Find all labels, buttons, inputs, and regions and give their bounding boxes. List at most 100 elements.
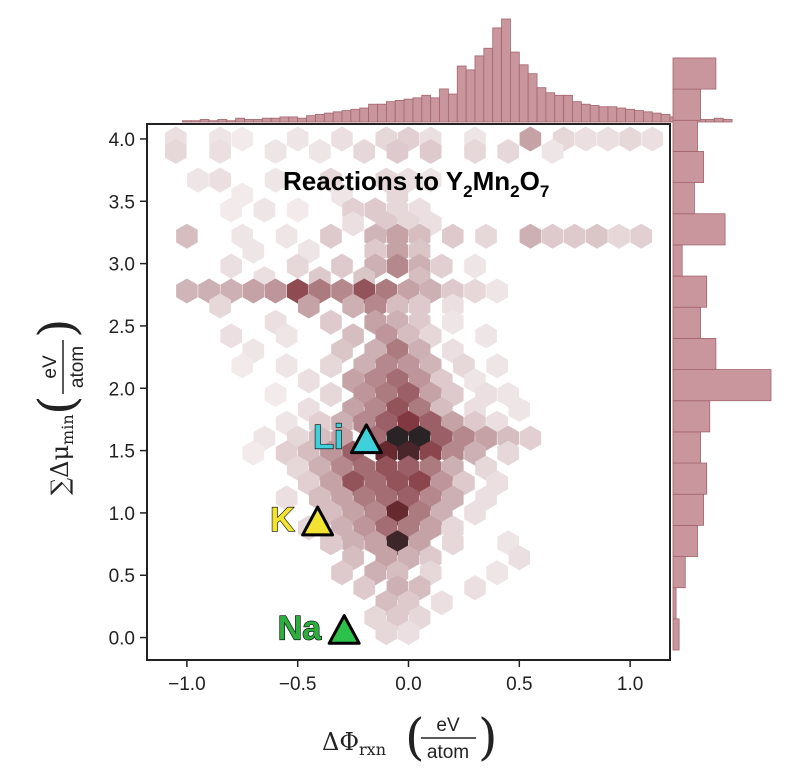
top-hist-bar bbox=[421, 94, 432, 123]
hexbin-cell bbox=[209, 138, 231, 164]
y-tick-label: 4.0 bbox=[109, 130, 135, 151]
hexbin-cell bbox=[486, 278, 508, 304]
hexbin-cell bbox=[320, 223, 342, 249]
hexbin-cell bbox=[464, 575, 486, 601]
hexbin-cell bbox=[176, 223, 198, 249]
hexbin-cell bbox=[220, 197, 242, 223]
top-hist-bar bbox=[713, 117, 724, 123]
hexbin-cell bbox=[320, 309, 342, 335]
hexbin-cell bbox=[242, 238, 265, 264]
hexbin-cell bbox=[508, 545, 531, 571]
hexbin-cell bbox=[641, 126, 664, 152]
hexbin-cell bbox=[541, 138, 564, 164]
right-hist-bar bbox=[672, 275, 708, 308]
hexbin-cell bbox=[275, 353, 298, 379]
hexbin-cell bbox=[231, 126, 254, 152]
top-hist-bar bbox=[625, 108, 635, 123]
top-hist-bar bbox=[589, 105, 600, 123]
top-hist-bar bbox=[323, 112, 334, 123]
y-tick-label: 1.5 bbox=[109, 442, 135, 463]
hexbin-cell bbox=[630, 223, 652, 249]
hexbin-cell bbox=[331, 253, 353, 279]
hexbin-cell bbox=[275, 223, 298, 249]
hexbin-cell bbox=[464, 138, 486, 164]
top-hist-bar bbox=[492, 27, 502, 123]
x-tick-label: 0.0 bbox=[395, 674, 421, 695]
top-hist-bar bbox=[394, 99, 405, 123]
hexbin-cell bbox=[497, 138, 519, 164]
svg-text:atom: atom bbox=[67, 346, 88, 388]
hexbin-cell bbox=[619, 126, 641, 152]
hexbin-cell bbox=[176, 278, 198, 304]
hexbin-cell bbox=[331, 560, 353, 586]
top-hist-bar bbox=[199, 119, 210, 123]
top-hist-bar bbox=[261, 117, 272, 123]
hexbin-cell bbox=[464, 278, 486, 304]
top-hist-bar bbox=[651, 112, 662, 123]
top-hist-bar bbox=[252, 119, 263, 123]
hexbin-cell bbox=[298, 293, 320, 319]
hexbin-cell bbox=[320, 382, 342, 407]
marker-label-na: Na bbox=[278, 609, 323, 647]
y-tick-label: 3.5 bbox=[109, 192, 135, 213]
hexbin-cell bbox=[519, 126, 542, 152]
svg-text:): ) bbox=[28, 318, 86, 338]
hexbin-cell bbox=[342, 211, 364, 237]
top-hist-bar bbox=[208, 120, 219, 123]
chart-title: Reactions to Y2Mn2O7 bbox=[283, 166, 549, 201]
top-hist-bar bbox=[412, 97, 423, 123]
top-marginal-histogram bbox=[182, 18, 733, 123]
top-hist-bar bbox=[501, 18, 511, 123]
svg-text:∑Δμmin: ∑Δμmin bbox=[46, 414, 77, 495]
x-tick-label: −0.5 bbox=[279, 674, 317, 695]
hexbin-cell bbox=[375, 620, 398, 646]
hexbin-cell bbox=[286, 126, 309, 152]
top-hist-bar bbox=[341, 110, 352, 123]
right-hist-bar bbox=[672, 57, 717, 90]
hexbin-cell bbox=[364, 293, 387, 319]
top-hist-bar bbox=[456, 65, 467, 123]
hexbin-cell bbox=[563, 223, 586, 249]
top-hist-bar bbox=[217, 119, 228, 123]
right-hist-bar bbox=[672, 369, 772, 402]
svg-text:atom: atom bbox=[427, 742, 469, 763]
axis-ticks: −1.0 −0.5 0.0 0.5 1.0 0.0 0.5 1.0 1.5 2.0 2.5 3.0 3.… bbox=[109, 130, 644, 695]
top-hist-bar bbox=[616, 107, 627, 123]
right-hist-bar bbox=[672, 462, 708, 495]
top-hist-bar bbox=[598, 106, 609, 123]
top-hist-bar bbox=[518, 64, 529, 123]
hexbin-cell bbox=[242, 278, 265, 304]
svg-text:ΔΦrxn: ΔΦrxn bbox=[322, 728, 386, 759]
top-hist-bar bbox=[705, 119, 715, 123]
hexbin-cell bbox=[353, 575, 375, 601]
hexbin-cell bbox=[220, 323, 242, 349]
top-hist-bar bbox=[545, 92, 556, 123]
hexbin-cell bbox=[475, 323, 497, 349]
top-hist-bar bbox=[182, 120, 192, 123]
right-hist-bar bbox=[672, 337, 717, 370]
marker-triangle-k bbox=[301, 505, 335, 537]
top-hist-bar bbox=[270, 117, 281, 123]
reaction-markers: Li K Na bbox=[269, 418, 383, 648]
top-hist-bar bbox=[510, 51, 520, 123]
right-hist-bar bbox=[672, 244, 683, 277]
right-hist-bar bbox=[672, 556, 686, 589]
hexbin-cell bbox=[475, 223, 497, 249]
right-hist-bar bbox=[672, 119, 698, 152]
hexbin-cell bbox=[264, 382, 287, 407]
hexbin-cell bbox=[331, 126, 353, 152]
top-hist-bar bbox=[536, 87, 547, 123]
top-hist-bar bbox=[350, 108, 361, 123]
marker-triangle-na bbox=[327, 614, 361, 645]
y-tick-label: 2.5 bbox=[109, 317, 135, 338]
hexbin-cell bbox=[320, 530, 342, 556]
top-hist-bar bbox=[643, 111, 653, 123]
hexbin-cell bbox=[275, 323, 298, 349]
hexbin-cell bbox=[597, 126, 619, 152]
top-hist-bar bbox=[288, 116, 299, 123]
hexbin-cell bbox=[519, 223, 542, 249]
hexbin-cell bbox=[442, 530, 464, 556]
hexbin-cell bbox=[408, 293, 431, 319]
svg-text:): ) bbox=[478, 708, 498, 766]
